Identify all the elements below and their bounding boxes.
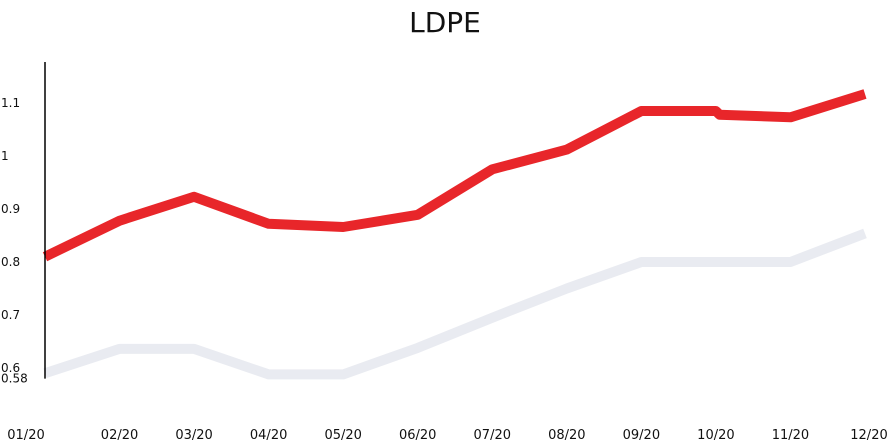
chart-title: LDPE (409, 6, 481, 39)
y-tick-label: 0.58 (1, 372, 28, 386)
x-tick-label: 07/20 (474, 428, 511, 442)
x-tick-label: 01/20 (7, 428, 44, 442)
x-tick-label: 08/20 (548, 428, 585, 442)
x-tick-label: 06/20 (399, 428, 436, 442)
x-tick-label: 03/20 (175, 428, 212, 442)
x-tick-label: 10/20 (697, 428, 734, 442)
y-tick-label: 0.7 (1, 308, 20, 322)
series-line-grey (43, 228, 867, 380)
x-tick-label: 02/20 (101, 428, 138, 442)
x-tick-label: 12/20 (850, 428, 887, 442)
series-line-red (42, 89, 867, 262)
y-tick-label: 0.6 (1, 361, 20, 375)
x-tick-label: 09/20 (623, 428, 660, 442)
x-tick-label: 05/20 (324, 428, 361, 442)
y-tick-label: 1.1 (1, 96, 20, 110)
x-tick-label: 11/20 (772, 428, 809, 442)
y-tick-label: 0.9 (1, 202, 20, 216)
y-tick-label: 1 (1, 149, 9, 163)
x-tick-label: 04/20 (250, 428, 287, 442)
y-tick-label: 0.8 (1, 255, 20, 269)
